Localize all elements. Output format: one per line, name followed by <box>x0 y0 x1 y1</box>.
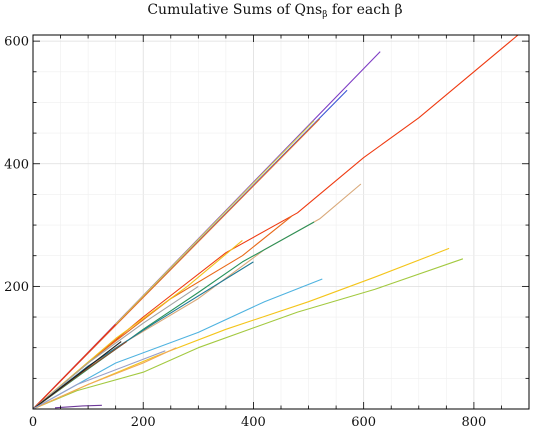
title-main: Cumulative Sums of Qns <box>147 2 322 18</box>
series-group <box>33 35 518 409</box>
series-line-17 <box>33 248 449 409</box>
x-tick-label: 600 <box>351 415 376 430</box>
tick-labels: 0 200 400 600 800 200 400 600 <box>4 35 486 430</box>
series-line-5 <box>33 324 116 409</box>
x-tick-label: 400 <box>241 415 266 430</box>
x-tick-label: 200 <box>131 415 156 430</box>
chart-title: Cumulative Sums of Qnsβ for each β <box>147 2 402 20</box>
y-tick-label: 600 <box>4 35 29 50</box>
series-line-20 <box>55 405 102 408</box>
series-line-16 <box>33 259 463 409</box>
series-line-8 <box>33 222 314 409</box>
x-tick-label: 800 <box>461 415 486 430</box>
chart-title-text: Cumulative Sums of Qnsβ for each β <box>147 2 402 20</box>
y-tick-label: 200 <box>4 280 29 295</box>
series-line-14 <box>33 342 121 409</box>
title-suffix: for each β <box>327 2 402 18</box>
y-tick-label: 400 <box>4 157 29 172</box>
x-tick-label: 0 <box>29 415 37 430</box>
